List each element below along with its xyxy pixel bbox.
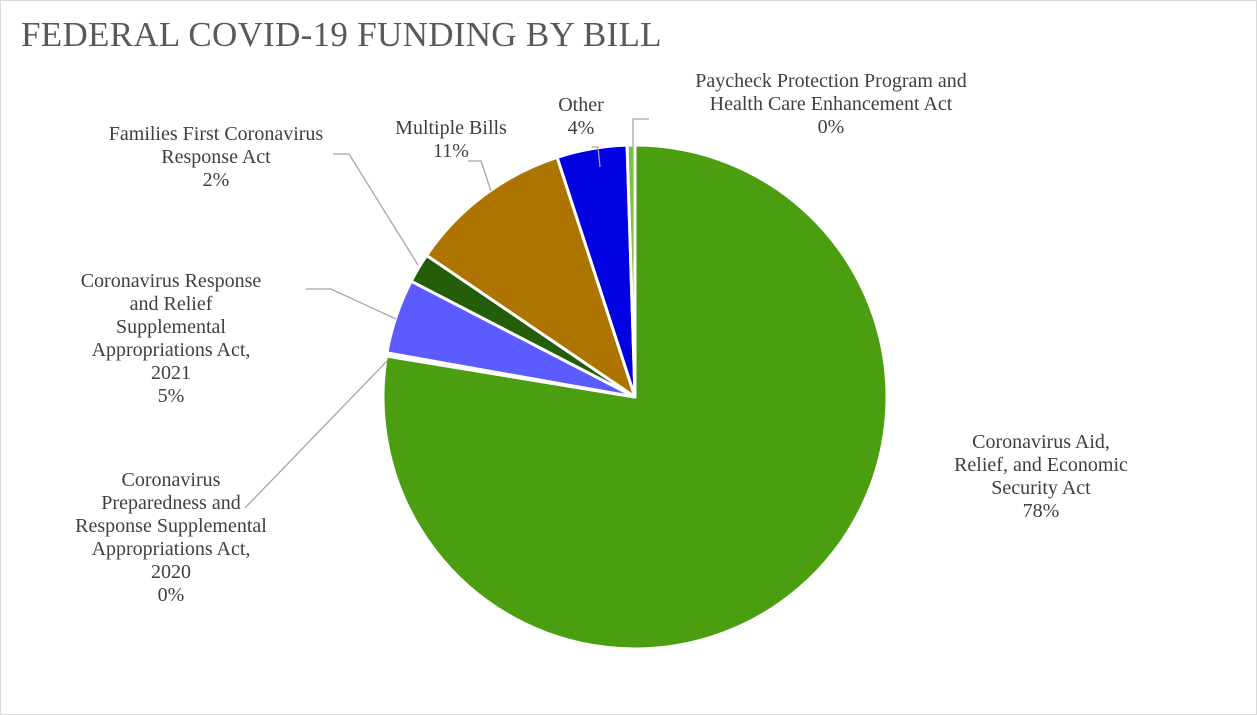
data-label-percent: 0% (817, 116, 845, 138)
data-label-name: Other (558, 94, 604, 116)
chart-title: FEDERAL COVID-19 FUNDING BY BILL (21, 15, 662, 54)
pie-slice (425, 155, 637, 399)
pie-slice (625, 143, 637, 399)
leader-line (592, 146, 601, 168)
leader-line (306, 288, 397, 320)
data-label-name: Paycheck Protection Program and Health C… (695, 70, 967, 115)
pie-slices (381, 143, 889, 651)
leader-line (468, 160, 492, 192)
leader-lines (244, 118, 649, 509)
data-label-name: Multiple Bills (395, 117, 507, 139)
data-label-name: Coronavirus Response and Relief Suppleme… (80, 270, 262, 384)
data-label-percent: 5% (157, 385, 185, 407)
data-label: Coronavirus Response and Relief Suppleme… (71, 270, 271, 408)
data-label-percent: 78% (1022, 500, 1060, 522)
data-label-percent: 2% (202, 169, 230, 191)
data-label: Multiple Bills 11% (371, 117, 531, 163)
leader-line (333, 153, 419, 266)
data-label: Paycheck Protection Program and Health C… (641, 70, 1021, 139)
data-label-name: Families First Coronavirus Response Act (108, 123, 324, 168)
data-label-percent: 0% (157, 584, 185, 606)
data-label-percent: 4% (567, 117, 595, 139)
data-label-name: Coronavirus Preparedness and Response Su… (75, 469, 267, 583)
leader-line (632, 118, 649, 150)
data-label: Families First Coronavirus Response Act 2… (76, 123, 356, 192)
data-label: Coronavirus Aid, Relief, and Economic Se… (911, 431, 1171, 523)
data-label-name: Coronavirus Aid, Relief, and Economic Se… (954, 431, 1128, 499)
data-label-percent: 11% (433, 140, 469, 162)
data-label: Other 4% (531, 94, 631, 140)
leader-line (244, 360, 388, 509)
data-label: Coronavirus Preparedness and Response Su… (41, 469, 301, 607)
